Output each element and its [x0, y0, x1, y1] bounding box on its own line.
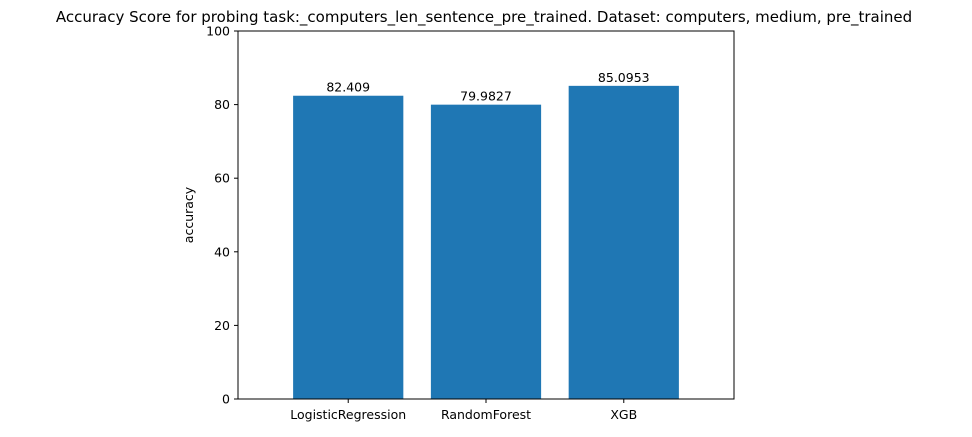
value-labels-layer: 82.409 79.9827 85.0953 — [326, 70, 649, 104]
y-tick-label: 20 — [214, 318, 230, 333]
y-tick-label: 60 — [214, 171, 230, 186]
x-tick-label: XGB — [610, 407, 637, 422]
x-tick-label: LogisticRegression — [290, 407, 406, 422]
bar — [568, 85, 679, 399]
bars-layer — [293, 85, 679, 400]
plot-frame — [237, 30, 735, 400]
bar — [430, 104, 542, 399]
bar-value-label: 79.9827 — [460, 89, 512, 104]
y-tick-label: 40 — [214, 244, 230, 259]
y-tick-label: 0 — [222, 392, 230, 407]
bar-value-label: 82.409 — [326, 80, 370, 95]
y-axis-label: accuracy — [181, 186, 196, 243]
bar-value-label: 85.0953 — [598, 70, 650, 85]
x-tick-label: RandomForest — [441, 407, 531, 422]
y-tick-label: 80 — [214, 97, 230, 112]
y-tick-label: 100 — [206, 24, 230, 39]
chart-title: Accuracy Score for probing task:_compute… — [56, 8, 912, 27]
bar — [293, 95, 404, 400]
axes-layer: LogisticRegression RandomForest XGB 0 20 40 60… — [206, 24, 735, 422]
